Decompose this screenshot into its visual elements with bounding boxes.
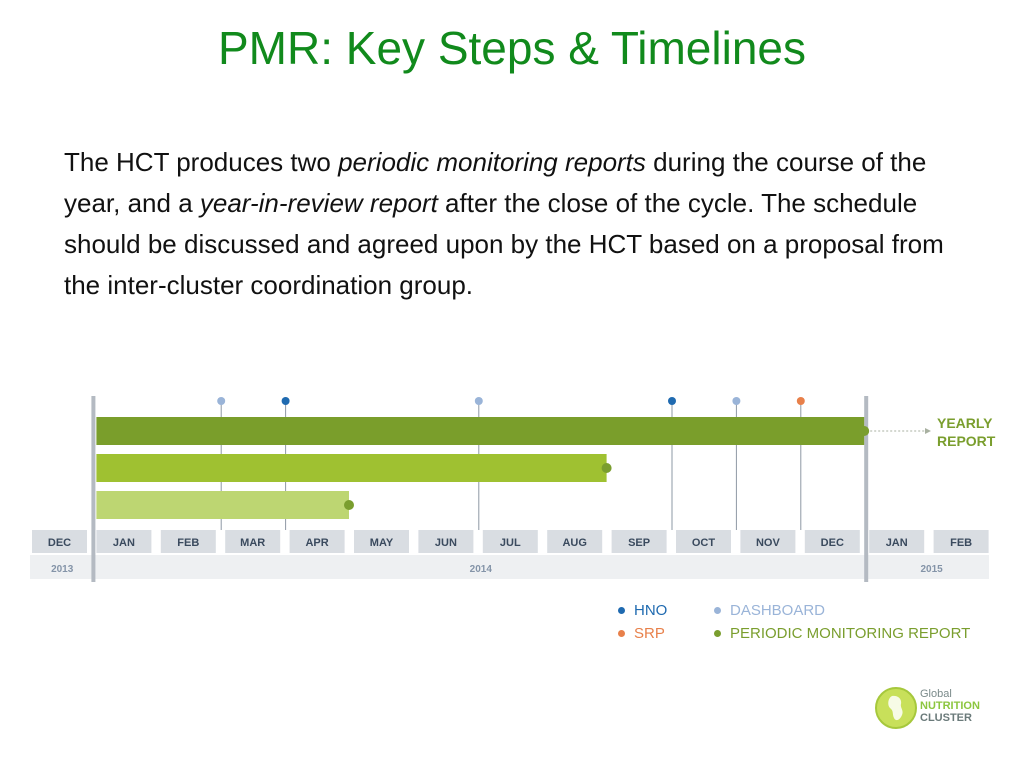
month-label: APR <box>305 537 328 549</box>
year-label-2014: 2014 <box>470 564 493 575</box>
milestone-dot-hno <box>281 397 290 405</box>
legend-label-pmr: PERIODIC MONITORING REPORT <box>730 625 971 642</box>
month-label: FEB <box>950 537 972 549</box>
month-cell-12 <box>804 530 860 553</box>
year-divider-2014-start <box>91 396 96 582</box>
pmr-bar-3-end-dot <box>344 500 354 510</box>
year-band <box>30 555 989 579</box>
month-cell-13 <box>869 530 925 553</box>
pmr-bar-2 <box>96 454 607 482</box>
month-cell-4 <box>289 530 345 553</box>
month-cell-1 <box>96 530 152 553</box>
yearly-report-label-line2: REPORT <box>937 433 996 449</box>
month-label: NOV <box>756 537 781 549</box>
month-cell-10 <box>676 530 731 553</box>
year-label-2015: 2015 <box>920 564 943 575</box>
legend-label-srp: SRP <box>634 625 665 642</box>
month-cell-5 <box>354 530 409 553</box>
legend-label-dashboard: DASHBOARD <box>730 602 826 619</box>
pmr-bar-1 <box>96 417 865 445</box>
month-label: OCT <box>692 537 716 549</box>
pmr-dot-icon <box>714 630 721 637</box>
legend-label-hno: HNO <box>634 602 668 619</box>
year-label-2013: 2013 <box>51 564 74 575</box>
logo-line-global: Global <box>920 688 952 700</box>
hno-dot-icon <box>618 607 625 614</box>
month-label: MAY <box>370 537 394 549</box>
paragraph-emphasis-periodic: periodic monitoring reports <box>338 147 646 177</box>
month-label: MAR <box>240 537 265 549</box>
year-divider-2014-end <box>864 396 869 582</box>
global-nutrition-cluster-logo: Global NUTRITION CLUSTER <box>874 686 1004 734</box>
milestone-dot-srp <box>796 397 805 405</box>
legend-item-dashboard: DASHBOARD <box>714 602 825 619</box>
slide-paragraph: The HCT produces two periodic monitoring… <box>64 142 974 306</box>
month-label: SEP <box>628 537 650 549</box>
paragraph-text-3: after the close of the cycle. The schedu… <box>64 188 944 300</box>
milestone-dot-dashboard <box>217 397 226 405</box>
globe-logo-icon <box>875 687 917 729</box>
pmr-bar-3 <box>96 491 350 519</box>
pmr-bar-1-end-dot <box>859 426 870 436</box>
legend: HNO DASHBOARD SRP PERIODIC MONITORING RE… <box>618 602 998 648</box>
month-cell-14 <box>933 530 989 553</box>
yearly-report-arrow-icon <box>925 428 931 434</box>
milestone-dot-dashboard <box>732 397 741 405</box>
month-cell-2 <box>160 530 216 553</box>
month-cell-6 <box>418 530 474 553</box>
month-cell-8 <box>547 530 603 553</box>
month-cell-9 <box>611 530 667 553</box>
month-cell-3 <box>225 530 281 553</box>
srp-dot-icon <box>618 630 625 637</box>
month-label: DEC <box>48 537 71 549</box>
legend-item-srp: SRP <box>618 625 665 642</box>
milestone-dot-hno <box>668 397 676 405</box>
legend-item-hno: HNO <box>618 602 667 619</box>
milestone-dot-dashboard <box>474 397 483 405</box>
month-label: JUN <box>435 537 457 549</box>
slide-title: PMR: Key Steps & Timelines <box>218 22 806 74</box>
legend-item-pmr: PERIODIC MONITORING REPORT <box>714 625 970 642</box>
month-cell-7 <box>482 530 538 553</box>
paragraph-emphasis-year-in-review: year-in-review report <box>199 188 438 218</box>
month-cell-11 <box>740 530 796 553</box>
month-label: FEB <box>177 537 199 549</box>
timeline-diagram: DEC JAN FEB MAR APR MAY JUN JUL AUG SEP OCT NOV DEC J… <box>30 396 996 582</box>
month-label: JAN <box>886 537 908 549</box>
logo-line-cluster: CLUSTER <box>920 712 972 724</box>
month-cell-0 <box>32 530 87 553</box>
dashboard-dot-icon <box>714 607 721 614</box>
month-label: DEC <box>821 537 844 549</box>
paragraph-text-1: The HCT produces two <box>64 147 339 177</box>
logo-line-nutrition: NUTRITION <box>920 700 980 712</box>
paragraph-text-2: during the course of the year, and a <box>64 147 927 218</box>
yearly-report-label-line1: YEARLY <box>937 415 993 431</box>
logo-text: Global NUTRITION CLUSTER <box>920 688 980 724</box>
pmr-bar-2-end-dot <box>601 463 612 473</box>
month-label: JUL <box>500 537 521 549</box>
month-label: AUG <box>562 537 586 549</box>
month-label: JAN <box>113 537 135 549</box>
